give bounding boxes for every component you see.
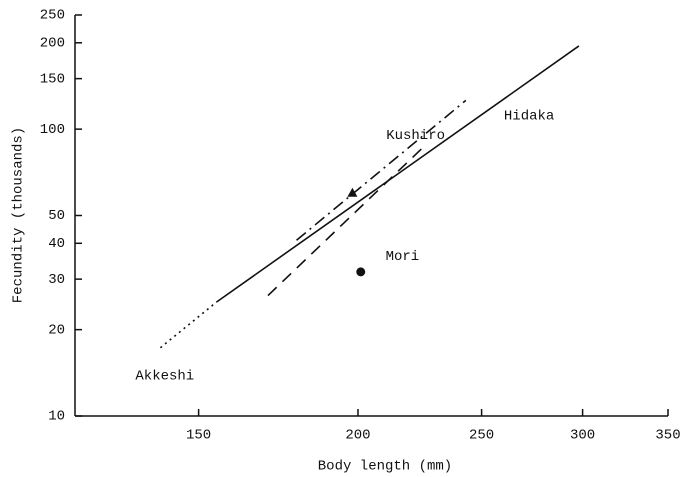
series-line	[267, 146, 424, 297]
y-tick-label: 20	[48, 322, 65, 338]
series-line	[216, 45, 580, 303]
y-tick-label: 250	[40, 8, 65, 24]
y-axis-label: Fecundity (thousands)	[11, 127, 27, 303]
x-tick-label: 150	[186, 428, 211, 444]
x-tick-label: 300	[570, 428, 595, 444]
y-tick-label: 50	[48, 208, 65, 224]
series-label: Kushiro	[386, 128, 445, 144]
y-tick-label: 40	[48, 236, 65, 252]
series-line	[296, 99, 467, 241]
y-tick-label: 30	[48, 272, 65, 288]
series-line	[159, 301, 218, 349]
point	[356, 267, 366, 277]
series-label: Akkeshi	[135, 368, 194, 384]
y-tick-label: 150	[40, 71, 65, 87]
y-tick-label: 10	[48, 409, 65, 425]
point	[347, 187, 358, 197]
x-axis-label: Body length (mm)	[318, 459, 452, 475]
y-tick-label: 200	[40, 36, 65, 52]
x-tick-label: 200	[345, 428, 370, 444]
x-tick-label: 250	[469, 428, 494, 444]
x-tick-label: 350	[655, 428, 680, 444]
series-label: Mori	[386, 249, 420, 265]
y-tick-label: 100	[40, 122, 65, 138]
series-label: Hidaka	[504, 109, 554, 125]
